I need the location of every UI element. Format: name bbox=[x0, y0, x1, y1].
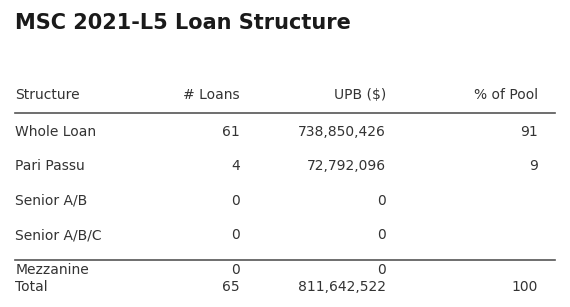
Text: UPB ($): UPB ($) bbox=[334, 88, 386, 102]
Text: 738,850,426: 738,850,426 bbox=[298, 125, 386, 139]
Text: 100: 100 bbox=[511, 280, 538, 294]
Text: # Loans: # Loans bbox=[184, 88, 240, 102]
Text: % of Pool: % of Pool bbox=[474, 88, 538, 102]
Text: 72,792,096: 72,792,096 bbox=[307, 159, 386, 173]
Text: Total: Total bbox=[15, 280, 48, 294]
Text: 811,642,522: 811,642,522 bbox=[298, 280, 386, 294]
Text: MSC 2021-L5 Loan Structure: MSC 2021-L5 Loan Structure bbox=[15, 13, 351, 33]
Text: 65: 65 bbox=[222, 280, 240, 294]
Text: 0: 0 bbox=[377, 194, 386, 208]
Text: Pari Passu: Pari Passu bbox=[15, 159, 85, 173]
Text: Mezzanine: Mezzanine bbox=[15, 262, 89, 277]
Text: 0: 0 bbox=[377, 228, 386, 242]
Text: Structure: Structure bbox=[15, 88, 80, 102]
Text: 0: 0 bbox=[231, 262, 240, 277]
Text: 9: 9 bbox=[529, 159, 538, 173]
Text: Senior A/B: Senior A/B bbox=[15, 194, 88, 208]
Text: 61: 61 bbox=[222, 125, 240, 139]
Text: Senior A/B/C: Senior A/B/C bbox=[15, 228, 102, 242]
Text: 0: 0 bbox=[231, 228, 240, 242]
Text: 91: 91 bbox=[520, 125, 538, 139]
Text: 0: 0 bbox=[231, 194, 240, 208]
Text: Whole Loan: Whole Loan bbox=[15, 125, 96, 139]
Text: 4: 4 bbox=[231, 159, 240, 173]
Text: 0: 0 bbox=[377, 262, 386, 277]
